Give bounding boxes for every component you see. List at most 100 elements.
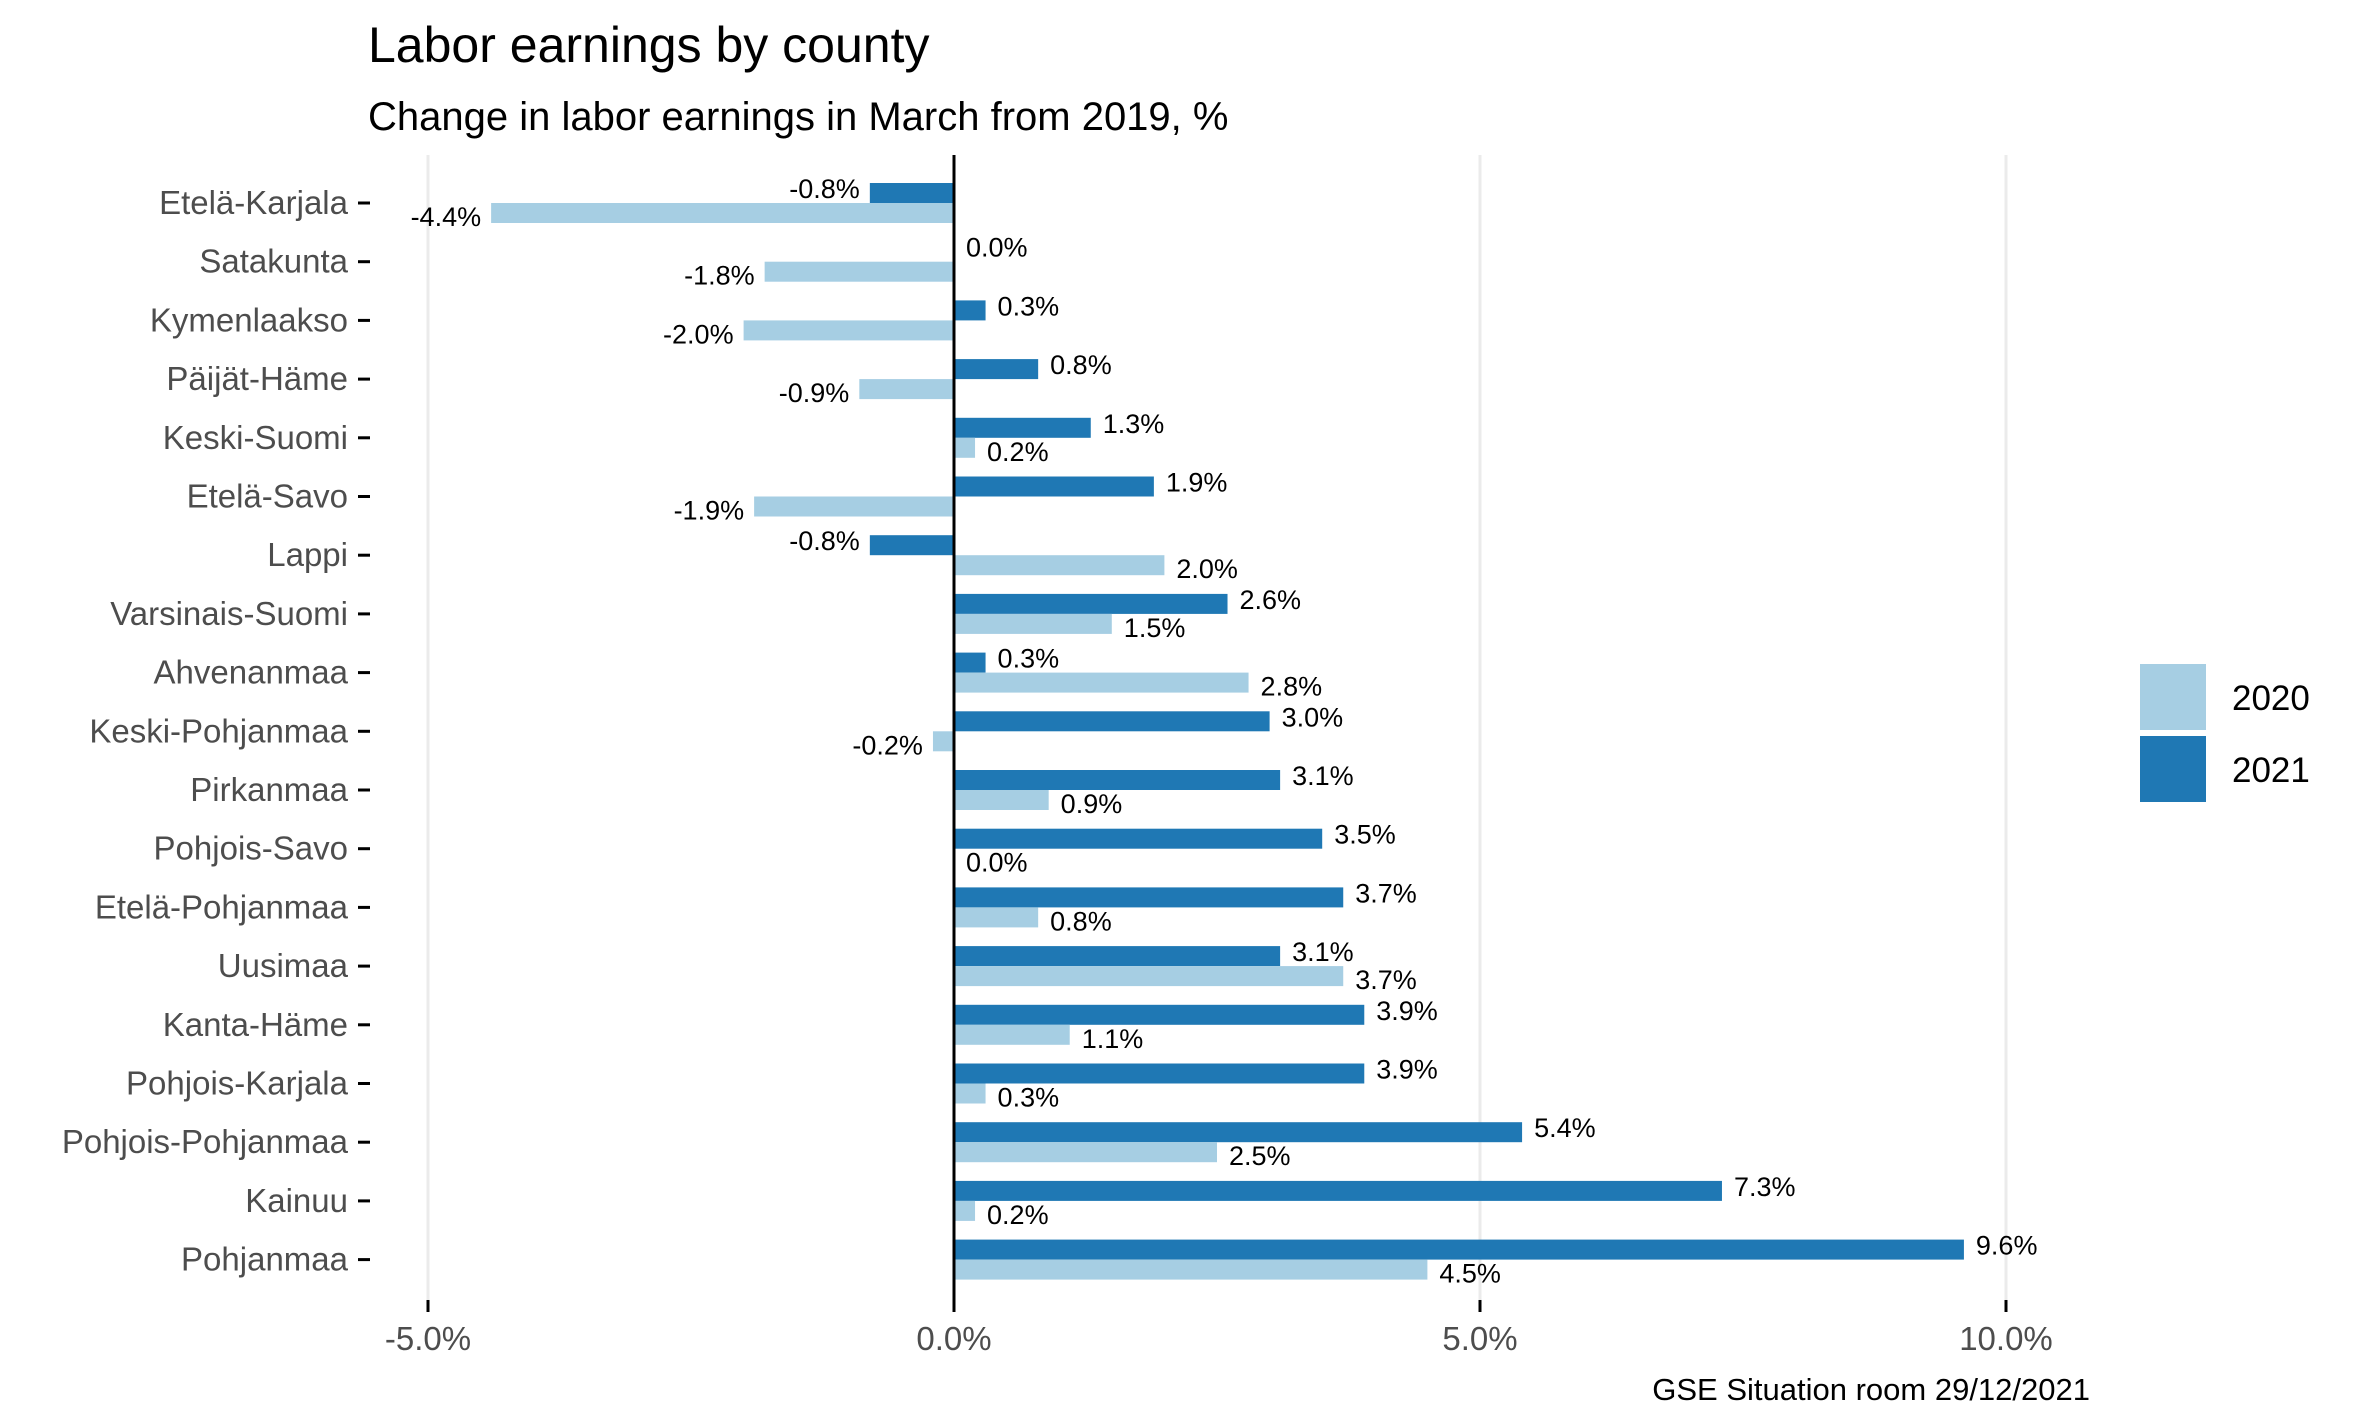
- bar-2021: [954, 887, 1344, 908]
- x-axis: -5.0% 0.0% 5.0% 10.0%: [385, 1300, 2053, 1357]
- label-2020: -0.2%: [852, 730, 923, 760]
- bar-2020: [932, 731, 954, 752]
- bar-2020: [754, 496, 954, 517]
- bar-2020: [954, 1142, 1217, 1163]
- legend-label-2020: 2020: [2232, 679, 2310, 718]
- legend-label-2021: 2021: [2232, 751, 2310, 790]
- label-2021: 3.7%: [1355, 878, 1417, 908]
- label-2020: 4.5%: [1439, 1259, 1501, 1289]
- bar-2020: [954, 437, 976, 458]
- label-2020: 0.2%: [987, 1200, 1049, 1230]
- label-2021: -0.8%: [789, 174, 860, 204]
- label-2021: 7.3%: [1734, 1172, 1796, 1202]
- y-tick-label: Satakunta: [199, 243, 348, 280]
- label-2020: 2.8%: [1261, 672, 1323, 702]
- y-tick-label: Ahvenanmaa: [154, 654, 349, 691]
- x-tick-label: 5.0%: [1442, 1320, 1517, 1357]
- label-2021: 0.3%: [998, 291, 1060, 321]
- y-tick-label: Etelä-Karjala: [159, 184, 349, 221]
- label-2020: 2.5%: [1229, 1141, 1291, 1171]
- bar-2021: [954, 593, 1228, 614]
- label-2021: 0.8%: [1050, 350, 1112, 380]
- bar-2020: [954, 1200, 976, 1221]
- label-2020: 2.0%: [1176, 554, 1238, 584]
- bar-2020: [743, 320, 954, 341]
- label-2021: 3.5%: [1334, 820, 1396, 850]
- label-2020: -1.8%: [684, 261, 755, 291]
- label-2021: 3.1%: [1292, 937, 1354, 967]
- bar-2021: [954, 417, 1091, 438]
- bar-2020: [954, 907, 1039, 928]
- y-tick-label: Päijät-Häme: [166, 360, 348, 397]
- legend-swatch-2021: [2140, 736, 2206, 802]
- x-tick-label: 10.0%: [1959, 1320, 2053, 1357]
- label-2021: 0.0%: [966, 233, 1028, 263]
- label-2020: 1.1%: [1082, 1024, 1144, 1054]
- label-2021: 3.9%: [1376, 1055, 1438, 1085]
- x-tick-label: 0.0%: [916, 1320, 991, 1357]
- label-2021: 0.3%: [998, 644, 1060, 674]
- label-2020: -2.0%: [663, 319, 734, 349]
- bar-2021: [954, 1004, 1365, 1025]
- label-2020: -4.4%: [411, 202, 482, 232]
- y-tick-label: Pohjois-Savo: [154, 830, 348, 867]
- label-2020: 0.9%: [1061, 789, 1123, 819]
- y-tick-label: Uusimaa: [218, 947, 349, 984]
- bar-2021: [869, 535, 954, 556]
- y-tick-label: Pirkanmaa: [190, 771, 348, 808]
- label-2021: 3.1%: [1292, 761, 1354, 791]
- bar-2020: [954, 1024, 1070, 1045]
- label-2020: 3.7%: [1355, 965, 1417, 995]
- label-2021: 3.0%: [1282, 702, 1344, 732]
- bar-2021: [954, 652, 986, 673]
- y-tick-label: Pohjanmaa: [181, 1241, 349, 1278]
- legend: 2020 2021: [2140, 664, 2310, 802]
- data-labels: -0.8% -4.4% 0.0% -1.8% 0.3% -2.0% 0.8% -0.9% 1.3…: [411, 174, 2038, 1289]
- bar-2021: [954, 300, 986, 321]
- label-2020: 0.2%: [987, 437, 1049, 467]
- bar-2020: [764, 261, 954, 282]
- y-tick-label: Pohjois-Karjala: [126, 1065, 349, 1102]
- y-axis: Etelä-Karjala Satakunta Kymenlaakso Päijät-…: [62, 184, 370, 1278]
- bar-2021: [954, 946, 1281, 967]
- y-tick-label: Pohjois-Pohjanmaa: [62, 1123, 349, 1160]
- label-2020: -1.9%: [674, 496, 745, 526]
- y-tick-label: Etelä-Pohjanmaa: [95, 888, 349, 925]
- bar-2021: [954, 476, 1154, 497]
- bar-2020: [954, 555, 1165, 576]
- label-2021: 1.9%: [1166, 468, 1228, 498]
- label-2021: 3.9%: [1376, 996, 1438, 1026]
- legend-swatch-2020: [2140, 664, 2206, 730]
- bar-2021: [954, 1180, 1722, 1201]
- y-tick-label: Keski-Suomi: [163, 419, 348, 456]
- y-tick-label: Varsinais-Suomi: [110, 595, 348, 632]
- chart-title: Labor earnings by county: [368, 17, 929, 73]
- label-2020: 0.3%: [998, 1083, 1060, 1113]
- bar-2021: [954, 359, 1039, 380]
- label-2020: 0.8%: [1050, 906, 1112, 936]
- bar-2021: [954, 828, 1323, 849]
- label-2020: -0.9%: [779, 378, 850, 408]
- y-tick-label: Lappi: [267, 536, 348, 573]
- bar-2020: [859, 379, 954, 400]
- chart-caption: GSE Situation room 29/12/2021: [1652, 1372, 2090, 1407]
- bar-2020: [954, 1259, 1428, 1280]
- y-tick-label: Etelä-Savo: [187, 478, 348, 515]
- label-2021: 5.4%: [1534, 1113, 1596, 1143]
- bar-2020: [954, 672, 1249, 693]
- bar-2020: [954, 790, 1049, 810]
- label-2020: 0.0%: [966, 848, 1028, 878]
- chart-subtitle: Change in labor earnings in March from 2…: [368, 95, 1228, 139]
- y-tick-label: Keski-Pohjanmaa: [89, 712, 348, 749]
- x-tick-label: -5.0%: [385, 1320, 471, 1357]
- bar-2020: [954, 966, 1344, 987]
- bar-2020: [491, 203, 954, 223]
- label-2021: -0.8%: [789, 526, 860, 556]
- bars: [491, 183, 1964, 1280]
- bar-2020: [954, 613, 1112, 634]
- bar-2021: [954, 1122, 1523, 1143]
- y-tick-label: Kainuu: [245, 1182, 348, 1219]
- bar-2021: [954, 1239, 1964, 1260]
- y-tick-label: Kymenlaakso: [150, 301, 348, 338]
